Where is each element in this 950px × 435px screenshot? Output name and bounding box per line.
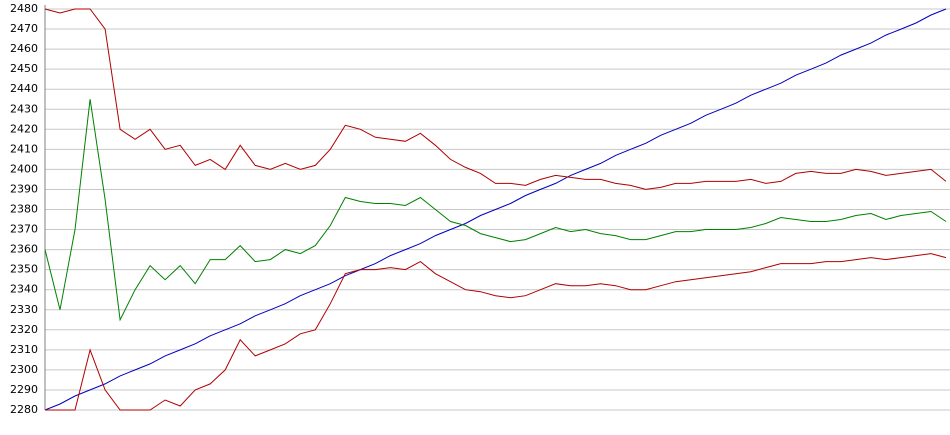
y-tick-label: 2350 [10,263,38,276]
y-tick-label: 2280 [10,403,38,416]
y-tick-label: 2450 [10,62,38,75]
y-tick-label: 2430 [10,102,38,115]
y-tick-label: 2470 [10,22,38,35]
y-tick-label: 2340 [10,283,38,296]
series-line [44,8,947,190]
y-tick-label: 2440 [10,82,38,95]
y-tick-label: 2410 [10,142,38,155]
series-line [45,253,947,411]
y-tick-label: 2300 [10,363,38,376]
y-tick-label: 2310 [10,343,38,356]
y-tick-label: 2290 [10,383,38,396]
y-tick-label: 2330 [10,303,38,316]
series-line [44,99,947,322]
y-tick-label: 2420 [10,122,38,135]
series-line [44,8,947,411]
y-tick-label: 2400 [10,162,38,175]
y-tick-label: 2390 [10,182,38,195]
y-tick-label: 2320 [10,323,38,336]
y-tick-label: 2370 [10,223,38,236]
y-tick-label: 2480 [10,2,38,15]
y-tick-label: 2380 [10,203,38,216]
y-tick-label: 2360 [10,243,38,256]
y-tick-label: 2460 [10,42,38,55]
